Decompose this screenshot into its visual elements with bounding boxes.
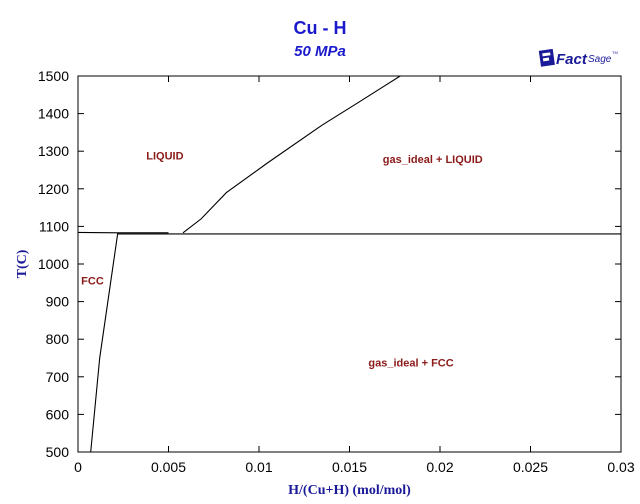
x-tick-label: 0.02 xyxy=(426,459,453,475)
region-label: FCC xyxy=(81,276,104,288)
y-tick-label: 1000 xyxy=(38,256,69,272)
logo-sage-text: Sage xyxy=(588,54,612,65)
logo-tm-text: TM xyxy=(612,50,618,55)
x-tick-label: 0.005 xyxy=(151,459,186,475)
region-labels: LIQUID gas_ideal + LIQUID FCC gas_ideal + F… xyxy=(81,150,483,369)
plot-frame xyxy=(77,75,622,453)
y-tick-label: 1500 xyxy=(38,68,69,84)
phase-boundary-line xyxy=(182,75,401,234)
x-axis-ticks: 0 0.005 0.01 0.015 0.02 0.025 0.03 xyxy=(74,76,635,475)
x-tick-label: 0.015 xyxy=(332,459,367,475)
y-tick-label: 900 xyxy=(46,294,70,310)
x-tick-label: 0.03 xyxy=(607,459,634,475)
x-tick-label: 0.025 xyxy=(513,459,548,475)
chart-title: Cu - H xyxy=(293,18,347,38)
factsage-logo-icon: Fact Sage TM xyxy=(538,48,618,68)
y-tick-label: 1100 xyxy=(39,218,69,234)
region-label: gas_ideal + FCC xyxy=(368,357,453,369)
y-tick-label: 500 xyxy=(46,444,70,460)
phase-boundaries xyxy=(77,75,621,453)
y-axis-label: T(C) xyxy=(15,249,30,278)
region-label: LIQUID xyxy=(146,150,183,162)
y-axis-ticks: 500 600 700 800 900 1000 1100 1200 1300 1400 1500 xyxy=(38,68,621,460)
y-tick-label: 1300 xyxy=(38,143,69,159)
phase-boundary-line xyxy=(90,232,119,453)
chart-subtitle: 50 MPa xyxy=(294,43,346,60)
y-tick-label: 600 xyxy=(46,406,70,422)
y-tick-label: 1200 xyxy=(38,181,69,197)
y-tick-label: 1400 xyxy=(38,106,69,122)
y-tick-label: 800 xyxy=(46,331,70,347)
x-tick-label: 0 xyxy=(74,459,82,475)
logo-fact-text: Fact xyxy=(556,51,588,68)
y-tick-label: 700 xyxy=(46,369,70,385)
region-label: gas_ideal + LIQUID xyxy=(383,154,483,166)
x-tick-label: 0.01 xyxy=(245,459,272,475)
x-axis-label: H/(Cu+H) (mol/mol) xyxy=(288,483,411,498)
